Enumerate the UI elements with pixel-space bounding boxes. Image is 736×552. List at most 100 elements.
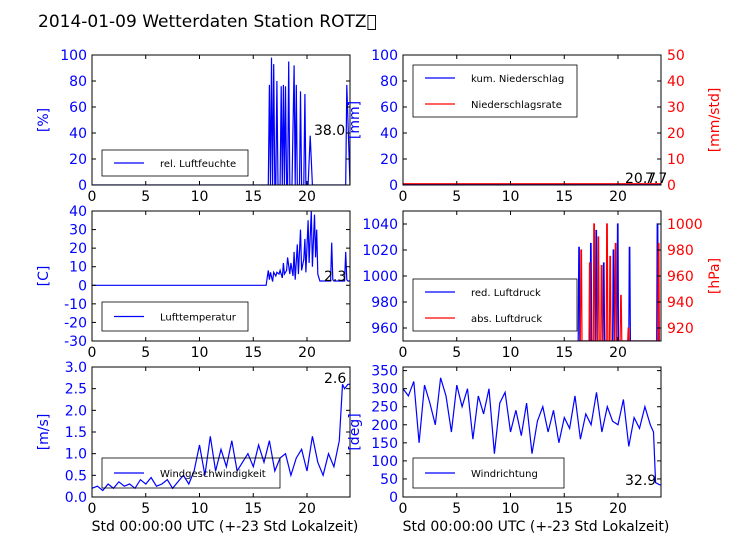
y-tick-label-wind_speed: 0.0 (65, 490, 87, 506)
y2-axis-label-precipitation: [mm/std] (707, 88, 723, 153)
y-tick-label-wind_speed: 0.5 (65, 468, 87, 484)
x-tick-label-wind_speed: 5 (141, 501, 150, 517)
annotation-humidity: 38.0 (314, 123, 345, 139)
y-tick-label-precipitation: 0 (389, 178, 398, 194)
x-tick-label-humidity: 15 (244, 189, 262, 205)
x-axis-label-wind_speed: Std 00:00:00 UTC (+-23 Std Lokalzeit) (92, 519, 359, 535)
y-tick-label-humidity: 40 (69, 126, 87, 142)
x-tick-label-temperature: 0 (88, 345, 97, 361)
legend-box-wind_direction (412, 457, 565, 489)
y-tick-label-temperature: 40 (69, 204, 87, 220)
y-tick-label-wind_speed: 3.0 (65, 360, 87, 376)
y-tick-label-temperature: -30 (64, 334, 87, 350)
y2-tick-label-pressure: 980 (667, 243, 694, 259)
plot-frame-precipitation (402, 54, 662, 186)
legend-label-wind_speed-0: Windgeschwindigkeit (160, 469, 266, 480)
y-tick-label-humidity: 0 (78, 178, 87, 194)
x-tick-label-temperature: 5 (141, 345, 150, 361)
x-tick-label-humidity: 0 (88, 189, 97, 205)
legend-box-wind_speed (101, 457, 281, 489)
plot-frame-temperature (91, 210, 351, 342)
x-tick-label-pressure: 15 (555, 345, 573, 361)
y-tick-label-precipitation: 80 (380, 74, 398, 90)
chart-title: 2014-01-09 Wetterdaten Station ROTZ  (38, 12, 377, 32)
legend-label-precipitation-0: kum. Niederschlag (471, 74, 564, 85)
annotation-temperature: 2.3 (324, 269, 346, 285)
series-line-pressure-1 (579, 223, 661, 341)
x-tick-label-pressure: 10 (502, 345, 520, 361)
y2-tick-label-pressure: 940 (667, 295, 694, 311)
y-tick-label-temperature: -10 (64, 297, 87, 313)
y-tick-label-wind_speed: 2.5 (65, 382, 87, 398)
x-tick-label-wind_speed: 10 (191, 501, 209, 517)
y-tick-label-precipitation: 60 (380, 100, 398, 116)
y-tick-label-humidity: 60 (69, 100, 87, 116)
y-tick-label-temperature: 30 (69, 223, 87, 239)
y-tick-label-wind_direction: 50 (380, 472, 398, 488)
y2-tick-label-precipitation: 0 (667, 178, 676, 194)
x-tick-label-wind_direction: 20 (609, 501, 627, 517)
legend-box-pressure (412, 278, 578, 332)
y2-tick-label-precipitation: 30 (667, 100, 685, 116)
y-tick-label-humidity: 100 (60, 48, 87, 64)
y-axis-label-wind_direction: [deg] (347, 413, 363, 450)
series-line-wind_direction-0 (403, 377, 661, 486)
x-tick-label-humidity: 5 (141, 189, 150, 205)
y-tick-label-humidity: 20 (69, 152, 87, 168)
x-tick-label-humidity: 20 (298, 189, 316, 205)
y-axis-label-humidity: [%] (36, 108, 52, 132)
x-tick-label-wind_speed: 20 (298, 501, 316, 517)
x-tick-label-wind_direction: 0 (399, 501, 408, 517)
y2-tick-label-precipitation: 50 (667, 48, 685, 64)
legend-temperature: Lufttemperatur (101, 301, 249, 332)
y-tick-label-wind_speed: 1.0 (65, 447, 87, 463)
x-tick-label-wind_direction: 15 (555, 501, 573, 517)
legend-label-temperature-0: Lufttemperatur (160, 313, 237, 324)
series-line-temperature-0 (92, 211, 350, 286)
legend-box-temperature (101, 301, 249, 332)
legend-label-pressure-0: red. Luftdruck (471, 288, 541, 299)
x-tick-label-wind_direction: 10 (502, 501, 520, 517)
x-tick-label-pressure: 5 (452, 345, 461, 361)
y-axis-label-wind_speed: [m/s] (36, 414, 52, 451)
x-tick-label-precipitation: 20 (609, 189, 627, 205)
y-axis-label-temperature: [C] (36, 266, 52, 287)
y-tick-label-wind_speed: 1.5 (65, 425, 87, 441)
x-tick-label-pressure: 20 (609, 345, 627, 361)
panel-wind_speed: 0 5 10 15 20 0.0 0.5 1.0 1.5 2.0 2.5 3.0 [m/s] Std 00… (36, 360, 358, 535)
y2-tick-label-pressure: 960 (667, 269, 694, 285)
y2-axis-label-pressure: [hPa] (707, 258, 723, 294)
y-tick-label-pressure: 1040 (362, 217, 398, 233)
series-line-pressure-0 (577, 223, 659, 341)
y2-tick-label-pressure: 1000 (667, 217, 703, 233)
y-axis-label-precipitation: [mm] (347, 101, 363, 139)
legend-wind_speed: Windgeschwindigkeit (101, 457, 281, 489)
y-tick-label-wind_direction: 150 (371, 436, 398, 452)
legend-wind_direction: Windrichtung (412, 457, 565, 489)
y-tick-label-precipitation: 40 (380, 126, 398, 142)
legend-precipitation: kum. Niederschlag Niederschlagsrate (412, 64, 578, 118)
y-tick-label-pressure: 960 (371, 321, 398, 337)
y2-tick-label-precipitation: 20 (667, 126, 685, 142)
y-tick-label-pressure: 1020 (362, 243, 398, 259)
legend-label-pressure-1: abs. Luftdruck (471, 314, 542, 325)
x-tick-label-precipitation: 10 (502, 189, 520, 205)
y-tick-label-wind_direction: 0 (389, 490, 398, 506)
y-tick-label-wind_direction: 350 (371, 364, 398, 380)
y-tick-label-wind_speed: 2.0 (65, 403, 87, 419)
y2-tick-label-precipitation: 10 (667, 152, 685, 168)
series-line-wind_speed-0 (92, 383, 350, 492)
panel-precipitation: 0 5 10 15 20 0 20 40 60 80 100 0 10 20 30 40 50 [mm] [mm/s… (347, 48, 723, 205)
legend-label-humidity-0: rel. Luftfeuchte (160, 159, 236, 170)
y-tick-label-wind_direction: 100 (371, 454, 398, 470)
plot-frame-wind_direction (402, 366, 662, 498)
series-line-humidity-0 (92, 57, 350, 185)
annotation-precipitation: 20.7 (625, 171, 656, 187)
legend-humidity: rel. Luftfeuchte (101, 149, 249, 177)
y2-tick-label-pressure: 920 (667, 321, 694, 337)
legend-label-precipitation-1: Niederschlagsrate (471, 100, 562, 111)
x-tick-label-precipitation: 15 (555, 189, 573, 205)
y-tick-label-precipitation: 100 (371, 48, 398, 64)
